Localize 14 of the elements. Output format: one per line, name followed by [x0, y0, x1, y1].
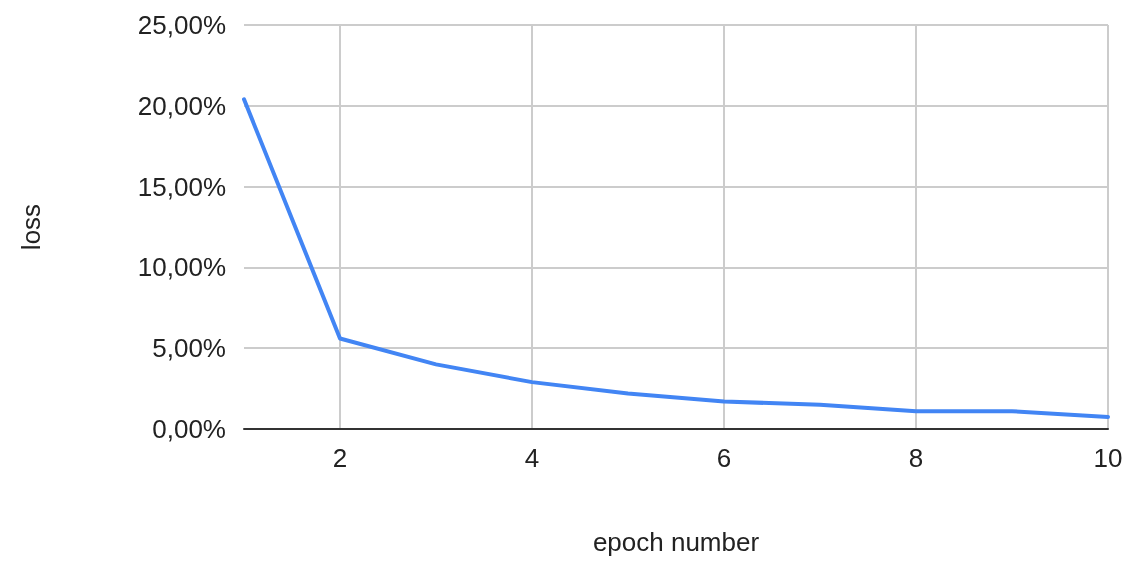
y-tick-label: 10,00% — [137, 252, 226, 283]
x-tick-label: 8 — [908, 443, 924, 473]
x-tick-label: 6 — [716, 443, 732, 473]
y-tick-label: 15,00% — [137, 171, 226, 202]
x-tick-label: 2 — [332, 443, 348, 473]
y-tick-label: 5,00% — [152, 333, 226, 364]
y-tick-label: 0,00% — [152, 414, 226, 444]
x-axis-title: epoch number — [592, 527, 760, 557]
x-tick-label: 10 — [1093, 443, 1123, 473]
y-tick-label: 20,00% — [137, 90, 226, 121]
y-tick-label: 25,00% — [137, 10, 226, 40]
x-tick-label: 4 — [524, 443, 540, 473]
line-series — [242, 97, 1110, 419]
y-axis-title: loss — [16, 203, 46, 251]
